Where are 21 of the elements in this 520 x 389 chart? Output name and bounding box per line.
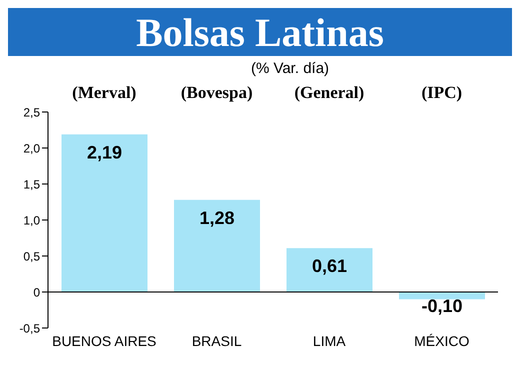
y-tick-label: 2,0 xyxy=(23,141,40,156)
x-tick-label: LIMA xyxy=(312,332,346,349)
x-tick-label: BUENOS AIRES xyxy=(52,332,156,349)
y-tick-label: 1,0 xyxy=(23,213,40,228)
chart-subtitle: (% Var. día) xyxy=(250,60,330,77)
x-tick-label: MÉXICO xyxy=(414,332,470,349)
text: (IPC) xyxy=(420,83,464,103)
y-tick-label: 0 xyxy=(33,285,40,300)
data-label: 1,28 xyxy=(199,208,235,228)
text: (General) xyxy=(293,83,366,103)
chart-title: Bolsas Latinas xyxy=(136,8,384,56)
text: (Merval) xyxy=(71,83,138,103)
y-tick-label: 2,5 xyxy=(23,105,40,120)
x-tick-label: BRASIL xyxy=(192,332,242,349)
y-tick-label: -0,5 xyxy=(19,321,40,336)
data-label: 2,19 xyxy=(86,142,122,162)
data-label: -0,10 xyxy=(421,296,463,316)
y-tick-label: 1,5 xyxy=(23,177,40,192)
text: (Bovespa) xyxy=(180,83,254,103)
data-label: 0,61 xyxy=(312,256,348,276)
y-tick-label: 0,5 xyxy=(23,249,40,264)
